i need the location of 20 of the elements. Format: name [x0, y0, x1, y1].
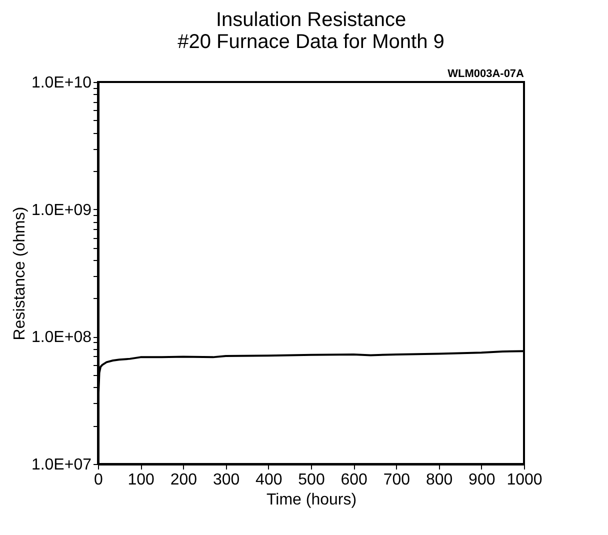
y-axis-title: Resistance (ohms) — [11, 206, 28, 340]
y-tick-label: 1.0E+07 — [31, 456, 92, 474]
x-tick-label: 1000 — [506, 472, 542, 488]
x-tick-label: 100 — [128, 472, 155, 488]
text: Insulation Resistance — [216, 9, 406, 31]
x-tick-label: 700 — [383, 472, 410, 488]
x-tick-label: 800 — [426, 472, 453, 488]
y-tick-label: 1.0E+08 — [31, 329, 92, 346]
x-tick-label: 300 — [212, 472, 240, 488]
y-tick-label: 1.0E+10 — [31, 74, 92, 92]
text: WLM003A-07A — [448, 68, 524, 80]
x-tick-label: 900 — [468, 472, 496, 488]
text: #20 Furnace Data for Month 9 — [178, 31, 444, 53]
x-axis-title: Time (hours) — [266, 492, 357, 508]
x-tick-label: 500 — [298, 472, 325, 488]
x-tick-label: 400 — [256, 472, 282, 488]
x-tick-label: 600 — [340, 472, 368, 488]
y-tick-label: 1.0E+09 — [31, 202, 92, 219]
x-tick-label: 200 — [170, 472, 198, 488]
x-tick-label: 0 — [94, 472, 104, 488]
